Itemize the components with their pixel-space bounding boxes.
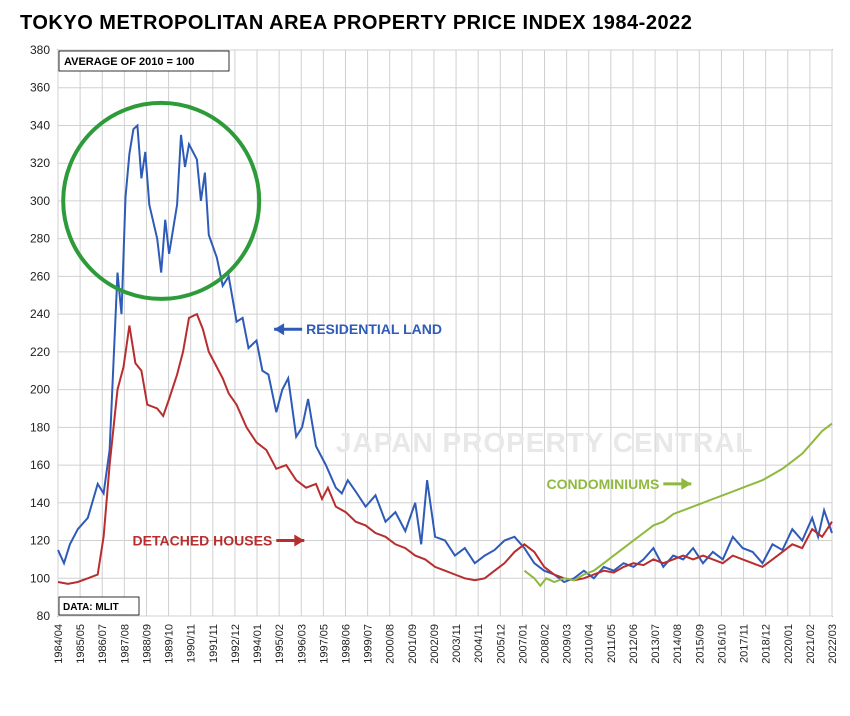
x-axis-label: 2007/01	[517, 624, 529, 664]
y-axis-label: 300	[30, 194, 50, 208]
annotation-label: RESIDENTIAL LAND	[306, 321, 442, 337]
watermark: JAPAN PROPERTY CENTRAL	[336, 427, 754, 458]
y-axis-label: 280	[30, 232, 50, 246]
x-axis-label: 2012/06	[628, 624, 640, 664]
y-axis-label: 160	[30, 458, 50, 472]
chart-title: TOKYO METROPOLITAN AREA PROPERTY PRICE I…	[20, 12, 692, 35]
x-axis-label: 2018/12	[761, 624, 773, 664]
chart-svg: 80 100 120 140 160 180 200 220 240 260 280 300 320 34…	[0, 0, 850, 716]
x-axis-label: 1990/11	[186, 624, 198, 663]
x-axis-label: 2004/11	[473, 624, 485, 663]
y-axis-label: 120	[30, 534, 50, 548]
x-axis-label: 1985/05	[75, 624, 87, 664]
y-axis-label: 340	[30, 118, 50, 132]
y-axis-label: 240	[30, 307, 50, 321]
x-axis-label: 2021/02	[805, 624, 817, 664]
x-axis-label: 2010/04	[584, 624, 596, 664]
y-axis-label: 220	[30, 345, 50, 359]
x-axis-label: 1999/07	[363, 624, 375, 664]
y-axis-label: 260	[30, 269, 50, 283]
x-axis-label: 2000/08	[385, 624, 397, 664]
x-axis-label: 2001/09	[407, 624, 419, 664]
x-axis-label: 2022/03	[827, 624, 839, 664]
annotation-arrowhead	[681, 478, 691, 490]
x-axis-label: 2017/11	[739, 624, 751, 663]
x-axis-label: 2014/08	[672, 624, 684, 664]
annotation-label: DETACHED HOUSES	[133, 533, 273, 549]
y-axis-label: 180	[30, 420, 50, 434]
x-axis-label: 1991/11	[208, 624, 220, 663]
x-axis-label: 1984/04	[53, 624, 65, 664]
x-axis-label: 1996/03	[296, 624, 308, 664]
x-axis-label: 2003/11	[451, 624, 463, 663]
annotation-arrowhead	[294, 535, 304, 547]
x-axis-label: 2005/12	[495, 624, 507, 664]
y-axis-label: 380	[30, 43, 50, 57]
x-axis-label: 1995/02	[274, 624, 286, 664]
x-axis-label: 1998/06	[340, 624, 352, 664]
y-axis-label: 80	[37, 609, 51, 623]
x-axis-label: 1992/12	[230, 624, 242, 664]
y-axis-label: 360	[30, 81, 50, 95]
x-axis-label: 2020/01	[783, 624, 795, 664]
data-source: DATA: MLIT	[63, 602, 119, 613]
plot-border	[58, 50, 832, 616]
subtitle: AVERAGE OF 2010 = 100	[64, 56, 194, 68]
x-axis-label: 1987/08	[119, 624, 131, 664]
x-axis-label: 1986/07	[97, 624, 109, 664]
x-axis-label: 1997/05	[318, 624, 330, 664]
y-axis-label: 100	[30, 571, 50, 585]
x-axis-label: 2009/03	[562, 624, 574, 664]
x-axis-label: 1989/10	[164, 624, 176, 664]
x-axis-label: 2016/10	[716, 624, 728, 664]
x-axis-label: 1988/09	[141, 624, 153, 664]
chart-container: TOKYO METROPOLITAN AREA PROPERTY PRICE I…	[0, 0, 850, 716]
y-axis-label: 320	[30, 156, 50, 170]
annotation-label: CONDOMINIUMS	[547, 476, 660, 492]
y-axis-label: 140	[30, 496, 50, 510]
x-axis-label: 2008/02	[540, 624, 552, 664]
x-axis-label: 2011/05	[606, 624, 618, 663]
x-axis-label: 2013/07	[650, 624, 662, 664]
x-axis-label: 2015/09	[694, 624, 706, 664]
y-axis-label: 200	[30, 383, 50, 397]
x-axis-label: 1994/01	[252, 624, 264, 664]
x-axis-label: 2002/09	[429, 624, 441, 664]
series-residential_land	[58, 126, 832, 583]
